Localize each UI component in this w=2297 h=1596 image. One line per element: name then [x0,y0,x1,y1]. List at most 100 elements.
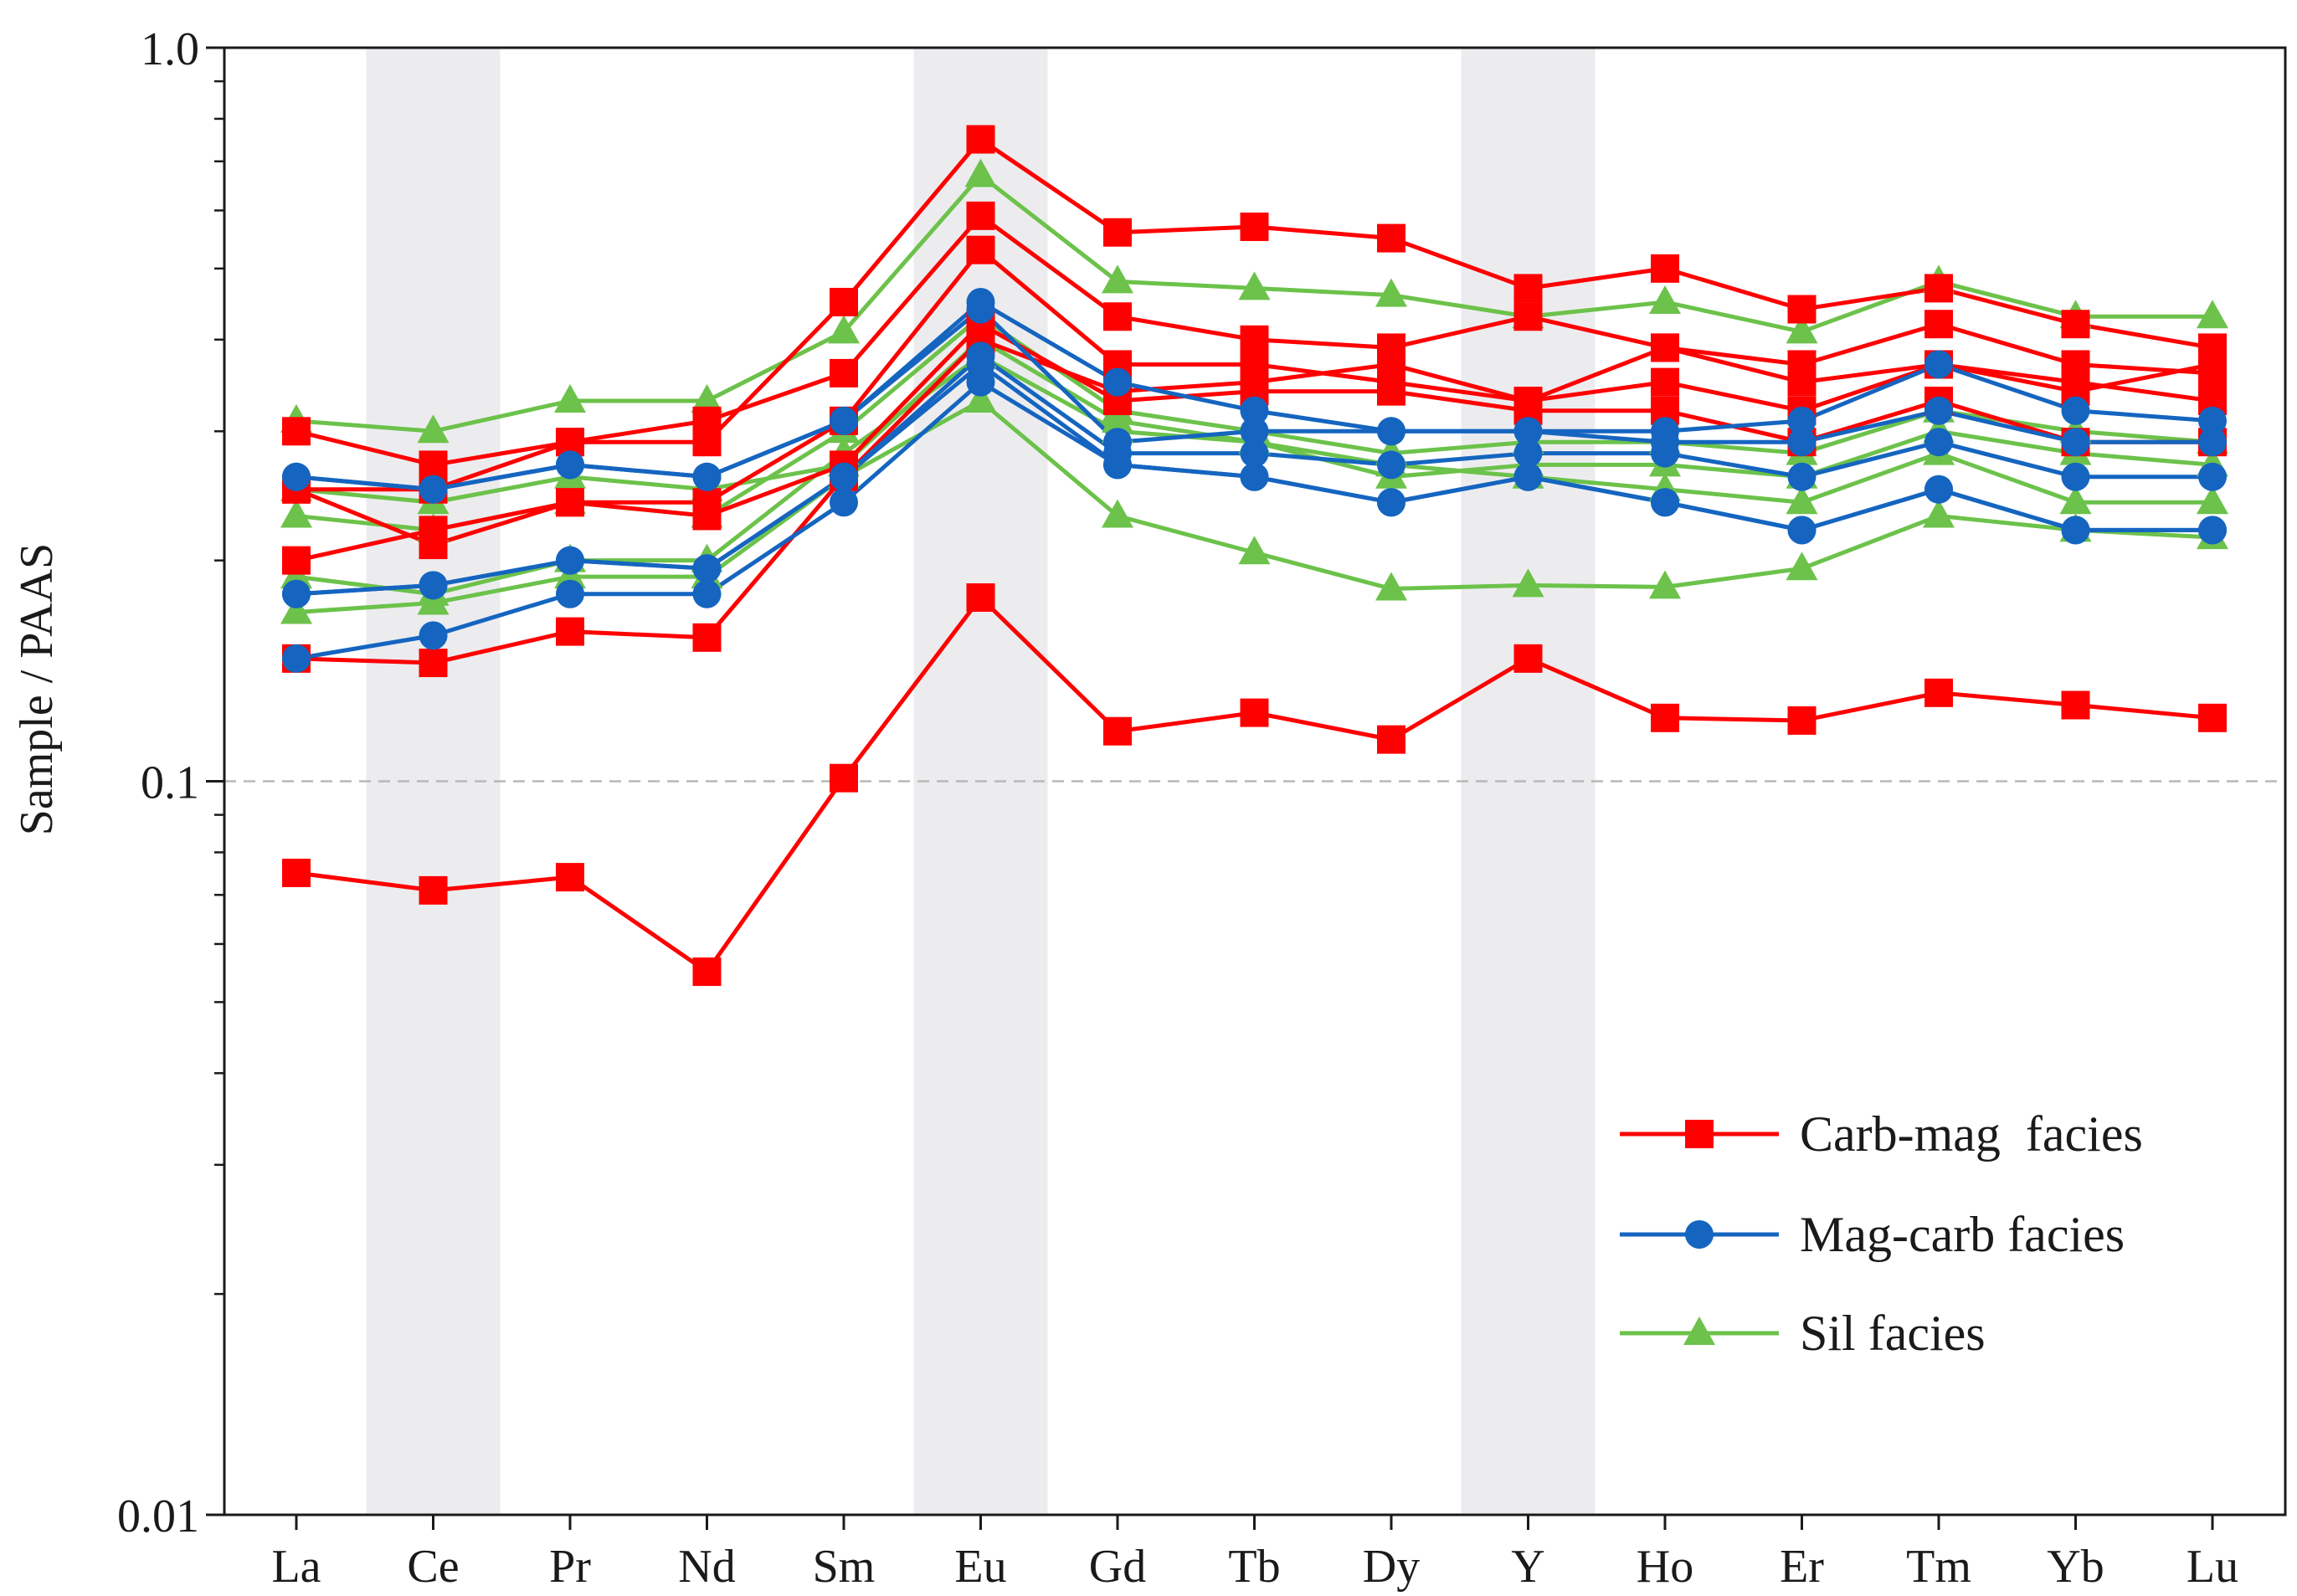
point-circle-4-sm [830,462,858,491]
y-tick-label: 0.1 [141,757,199,809]
point-circle-5-tm [1924,475,1953,504]
point-square-5-y [1513,387,1543,416]
point-square-6-eu [966,583,995,613]
point-circle-2-er [1787,428,1817,457]
point-circle-3-ho [1651,439,1679,468]
point-square-4-nd [692,501,722,531]
legend-marker-triangle [1683,1316,1715,1345]
point-square-1-y [1513,274,1543,303]
point-square-2-nd [692,406,722,435]
point-circle-3-yb [2061,462,2090,491]
point-square-1-er [1787,295,1817,324]
point-triangle-5-dy [1375,572,1407,601]
point-circle-1-tm [1924,350,1953,379]
point-square-4-dy [1377,377,1405,406]
point-triangle-5-gd [1102,499,1133,528]
point-square-2-gd [1103,302,1132,331]
x-tick-label: Ce [407,1541,459,1593]
point-triangle-1-gd [1102,264,1133,294]
point-square-1-ce [419,450,448,480]
x-tick-label: Gd [1089,1541,1146,1593]
point-square-6-gd [1103,716,1132,746]
point-circle-5-dy [1377,488,1405,517]
point-circle-2-y [1513,417,1543,446]
point-circle-3-y [1513,439,1543,468]
point-square-6-la [282,859,311,888]
point-circle-1-tb [1240,396,1269,425]
legend-label: Sil facies [1800,1306,1986,1361]
y-tick-label: 0.01 [117,1491,199,1542]
point-circle-2-la [282,462,311,491]
point-square-1-eu [966,125,995,154]
point-circle-5-eu [966,367,995,397]
point-square-5-tb [1240,367,1269,397]
x-tick-label: Ho [1637,1541,1693,1593]
point-square-1-dy [1377,223,1405,253]
point-square-2-tm [1924,310,1953,339]
point-circle-4-ce [419,571,448,600]
point-square-2-eu [966,201,995,230]
point-triangle-1-pr [554,384,586,413]
point-square-1-sm [830,287,858,316]
point-square-5-pr [556,617,584,646]
point-triangle-1-tb [1238,271,1271,300]
point-circle-5-pr [556,579,584,608]
point-triangle-3-yb [2059,485,2092,515]
point-square-6-pr [556,863,584,892]
point-square-6-tb [1240,698,1269,727]
point-triangle-5-eu [964,384,997,413]
point-square-6-ce [419,875,448,905]
legend-label: Mag-carb facies [1800,1207,2125,1262]
point-circle-2-ce [419,475,448,504]
point-circle-1-yb [2061,396,2090,425]
point-circle-3-dy [1377,450,1405,480]
legend-marker-circle [1685,1220,1714,1249]
point-circle-5-yb [2061,516,2090,545]
point-circle-2-yb [2061,428,2090,457]
legend-label: Carb-mag facies [1800,1106,2143,1162]
y-axis-title: Sample / PAAS [11,543,63,836]
point-triangle-3-lu [2197,485,2228,515]
x-tick-label: Pr [549,1541,591,1593]
point-square-5-ce [419,649,448,678]
point-triangle-1-sm [828,315,860,344]
point-circle-5-lu [2198,516,2227,545]
point-triangle-1-eu [964,158,997,187]
point-circle-5-sm [830,488,858,517]
x-tick-label: Y [1511,1541,1544,1593]
point-circle-5-ce [419,621,448,650]
point-square-1-tb [1240,212,1269,241]
y-tick-label: 1.0 [141,23,199,75]
point-square-5-ho [1651,333,1679,362]
point-square-2-y [1513,302,1543,331]
point-circle-3-er [1787,462,1817,491]
x-tick-label: La [271,1541,321,1593]
point-square-6-sm [830,763,858,793]
point-triangle-5-ce [417,586,450,615]
point-circle-2-sm [830,406,858,435]
point-square-6-lu [2198,703,2227,732]
point-circle-2-lu [2198,428,2227,457]
point-square-6-dy [1377,725,1405,754]
x-tick-label: Sm [813,1541,876,1593]
point-circle-4-la [282,579,311,608]
point-square-5-lu [2198,350,2227,379]
axes-group: 0.01 0.1 1.0 La Ce Pr Nd Sm Eu Gd Tb Dy Y Ho Er Tm Yb Lu [117,23,2238,1593]
point-circle-2-tm [1924,396,1953,425]
point-circle-5-gd [1103,450,1132,480]
point-square-4-pr [556,488,584,517]
point-square-2-sm [830,358,858,387]
x-tick-label: Yb [2047,1541,2104,1593]
point-circle-2-tb [1240,417,1269,446]
point-circle-5-y [1513,462,1543,491]
point-circle-5-la [282,644,311,673]
point-circle-2-eu [966,295,995,324]
x-tick-label: Tm [1906,1541,1971,1593]
point-circle-1-gd [1103,367,1132,397]
point-triangle-1-ho [1649,285,1681,314]
point-square-6-yb [2061,690,2090,720]
point-triangle-1-er [1786,315,1818,344]
point-triangle-1-lu [2197,300,2228,329]
point-square-1-ho [1651,254,1679,283]
